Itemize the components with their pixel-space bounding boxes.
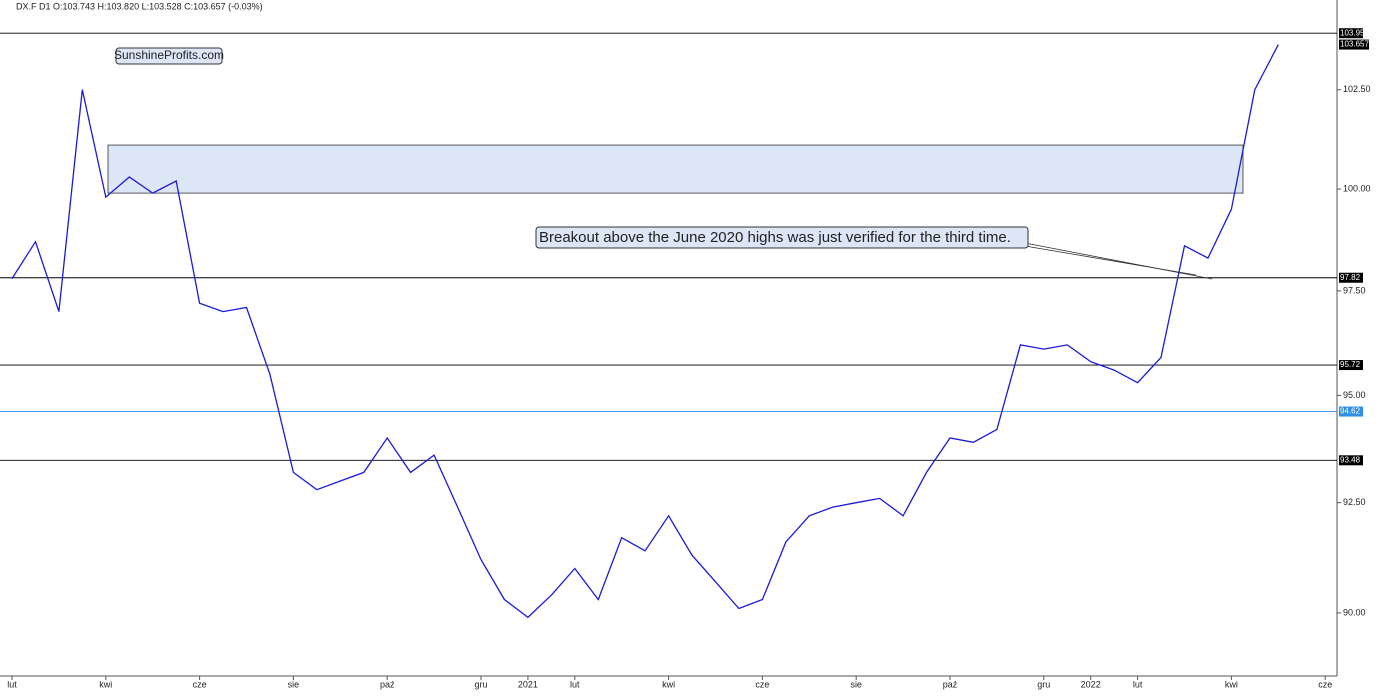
last-price-label: 103.657 [1340,40,1369,49]
annotation-box [535,226,1029,249]
annotation: Breakout above the June 2020 highs was j… [539,229,1011,246]
level-tag [1339,455,1363,466]
x-tick-label: lut [7,679,17,689]
y-tick-label: 95.00 [1343,390,1366,400]
level-tag [1339,360,1363,371]
x-tick-label: 2021 [518,679,538,689]
x-tick-label: lut [570,679,580,689]
level-tag [1339,406,1363,417]
y-tick-label: 97.50 [1343,285,1366,295]
x-tick-label: sie [850,679,862,689]
level-tag [1339,28,1363,39]
x-tick-label: gru [1037,679,1050,689]
x-tick-label: 2022 [1081,679,1101,689]
resistance-zone [107,144,1244,194]
x-tick-label: cze [1318,679,1332,689]
x-tick-label: cze [755,679,769,689]
annotation-arrow [1024,242,1213,280]
last-price-tag [1339,39,1369,50]
level-label: 93.48 [1340,455,1361,464]
watermark-box [115,47,223,65]
x-tick-label: kwi [1225,679,1238,689]
y-tick-label: 92.50 [1343,497,1366,507]
x-tick-label: gru [474,679,487,689]
y-tick-label: 102.50 [1343,84,1371,94]
level-label: 97.82 [1340,273,1361,282]
level-label: 103.95 [1340,28,1365,37]
annotation-arrow [1024,245,1197,276]
price-line [11,44,1279,619]
x-tick-label: paź [943,679,958,689]
x-tick-label: cze [193,679,207,689]
x-tick-label: paź [380,679,395,689]
y-tick-label: 90.00 [1343,607,1366,617]
level-tag [1339,272,1363,283]
level-label: 95.72 [1340,360,1361,369]
x-tick-label: sie [288,679,300,689]
header: DX.F D1 O:103.743 H:103.820 L:103.528 C:… [16,1,263,11]
watermark: SunshineProfits.com [114,48,224,62]
level-label: 94.62 [1340,407,1361,416]
x-tick-label: kwi [662,679,675,689]
y-tick-label: 100.00 [1343,183,1371,193]
x-tick-label: kwi [99,679,112,689]
x-tick-label: lut [1133,679,1143,689]
